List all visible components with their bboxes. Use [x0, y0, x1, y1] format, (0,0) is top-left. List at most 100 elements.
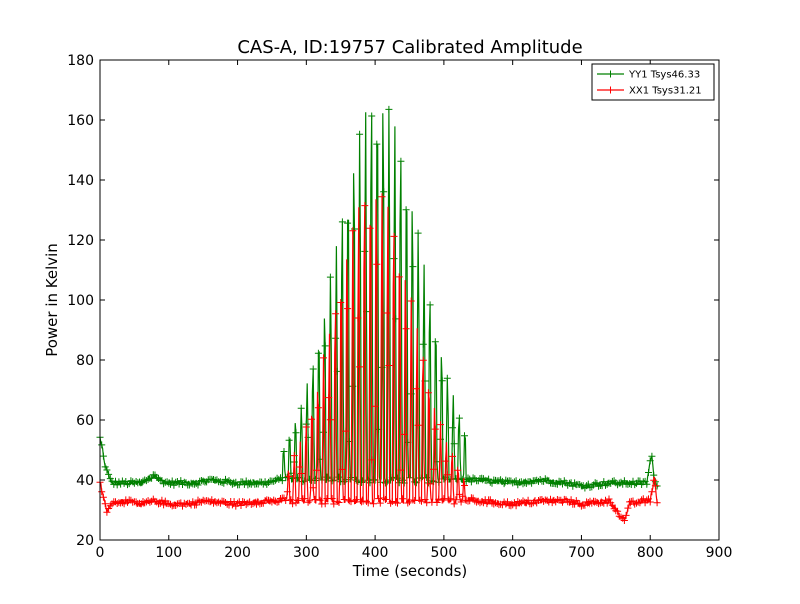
- y-tick-label: 80: [76, 353, 94, 369]
- series-point: [397, 157, 405, 165]
- series-point: [302, 423, 310, 431]
- series-point: [340, 496, 348, 503]
- series-point: [314, 404, 322, 412]
- series-point: [576, 481, 584, 488]
- series-point: [577, 502, 585, 510]
- series-point: [117, 480, 125, 488]
- series-point: [239, 498, 247, 505]
- ticks-layer: 0 100 200 300 400 500 600 700 800 900 20 40 60 80 100 1…: [67, 53, 732, 561]
- series-point: [457, 498, 465, 506]
- series-point: [103, 466, 111, 474]
- series-point: [332, 310, 340, 318]
- series-point: [435, 495, 443, 503]
- series-point: [98, 441, 106, 449]
- series-point: [354, 314, 362, 322]
- series-point: [383, 309, 391, 317]
- series-point: [438, 496, 446, 504]
- series-point: [584, 499, 592, 506]
- series-point: [292, 429, 300, 437]
- series-point: [278, 477, 286, 485]
- series-point: [461, 432, 468, 440]
- series-point: [437, 421, 444, 429]
- series-point: [394, 499, 401, 507]
- y-tick-label: 120: [67, 233, 94, 249]
- series-point: [624, 504, 632, 512]
- series-point: [528, 500, 536, 508]
- series-point: [547, 495, 554, 503]
- x-tick-label: 900: [706, 545, 733, 561]
- series-point: [641, 477, 649, 485]
- series-point: [182, 500, 190, 508]
- series-point: [301, 495, 309, 503]
- series-point: [521, 479, 529, 487]
- series-point: [249, 500, 257, 508]
- series-point: [285, 472, 293, 480]
- series-point: [512, 502, 520, 510]
- series-point: [333, 497, 341, 505]
- series-point: [397, 466, 405, 474]
- series-point: [387, 499, 395, 507]
- series-point: [223, 478, 231, 486]
- series-point: [443, 471, 451, 479]
- series-point: [646, 498, 654, 506]
- series-point: [308, 415, 315, 423]
- series-point: [296, 463, 303, 471]
- series-point: [543, 496, 551, 504]
- series-point: [270, 477, 278, 485]
- series-point: [631, 481, 639, 489]
- series-point: [158, 477, 166, 484]
- series-point: [98, 488, 106, 496]
- series-point: [483, 477, 491, 485]
- series-point: [204, 497, 212, 505]
- series-point: [615, 479, 623, 487]
- series-point: [486, 496, 494, 504]
- series-point: [502, 476, 510, 484]
- series-point: [430, 465, 438, 473]
- series-point: [340, 477, 348, 485]
- series-point: [646, 457, 654, 465]
- series-point: [351, 225, 358, 233]
- series-point: [431, 425, 439, 433]
- y-tick-label: 180: [67, 53, 94, 69]
- series-point: [653, 499, 661, 507]
- series-point: [455, 414, 463, 422]
- series-point: [450, 500, 458, 508]
- series-point: [197, 477, 205, 484]
- series-point: [314, 349, 322, 357]
- series-point: [356, 130, 364, 138]
- series-point: [492, 499, 499, 507]
- series-point: [645, 469, 652, 476]
- series-point: [158, 496, 166, 504]
- series-point: [414, 421, 422, 429]
- series-point: [371, 402, 379, 410]
- series-point: [400, 430, 408, 438]
- x-tick-label: 100: [155, 545, 182, 561]
- series-point: [418, 497, 425, 505]
- series-point: [419, 340, 427, 348]
- series-point: [112, 477, 119, 485]
- series-point: [620, 517, 628, 524]
- series-point: [220, 479, 228, 487]
- series-point: [361, 202, 369, 210]
- series-point: [617, 513, 625, 521]
- series-point: [567, 496, 575, 504]
- series-point: [424, 389, 432, 397]
- series-point: [199, 477, 207, 485]
- series-point: [326, 273, 334, 281]
- series-point: [170, 481, 178, 489]
- series-point: [406, 498, 413, 506]
- series-point: [376, 499, 384, 507]
- series-point: [285, 436, 293, 444]
- series-point: [404, 499, 412, 507]
- series-point: [160, 501, 168, 509]
- series-point: [313, 466, 321, 474]
- series-point: [287, 496, 295, 504]
- series-xx1: [96, 193, 661, 524]
- series-point: [328, 495, 336, 502]
- series-point: [349, 227, 357, 235]
- series-point: [220, 497, 228, 505]
- y-tick-label: 60: [76, 413, 94, 429]
- series-point: [388, 498, 396, 505]
- series-point: [524, 496, 532, 504]
